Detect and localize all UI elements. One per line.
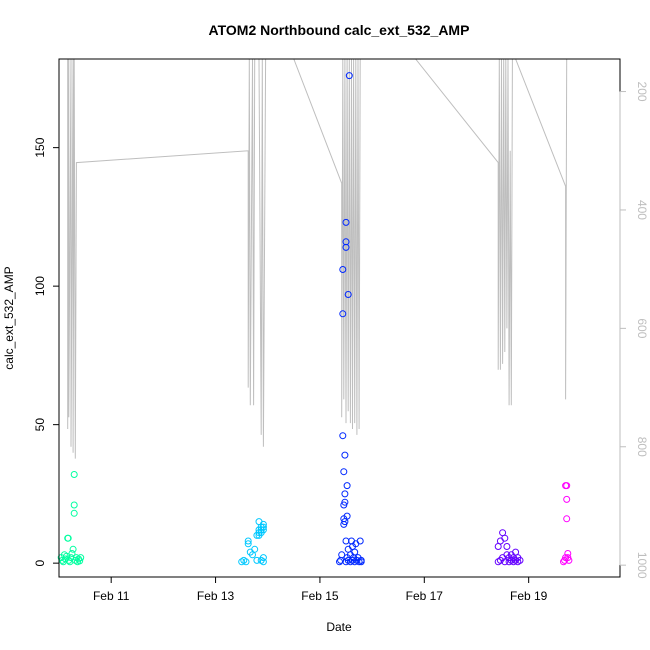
data-point [244, 540, 252, 548]
data-point [341, 490, 349, 498]
profile-line-layer [67, 59, 568, 459]
data-point [242, 558, 250, 566]
series-1 [57, 471, 85, 566]
x-tick-label: Feb 13 [197, 589, 235, 603]
x-axis-label: Date [326, 620, 352, 634]
data-point [564, 550, 572, 557]
secondary-y-tick-label: 800 [635, 437, 649, 457]
data-point [565, 556, 573, 564]
data-point [343, 482, 351, 490]
data-point [259, 558, 267, 566]
data-point [339, 266, 347, 273]
x-tick-label: Feb 11 [93, 589, 130, 603]
y-tick-label: 0 [33, 559, 47, 566]
data-point [516, 556, 524, 564]
x-tick-label: Feb 19 [510, 589, 548, 603]
data-point [351, 548, 359, 556]
data-point [64, 534, 72, 542]
secondary-y-tick-label: 400 [635, 200, 649, 220]
chart-title: ATOM2 Northbound calc_ext_532_AMP [209, 22, 470, 38]
data-point [69, 545, 77, 553]
y-tick-label: 150 [33, 137, 47, 157]
secondary-y-tick-label: 200 [635, 82, 649, 102]
y-tick-label: 100 [33, 276, 47, 296]
data-point [338, 551, 346, 559]
x-axis: Feb 11 Feb 13 Feb 15 Feb 17 Feb 19 [93, 576, 548, 603]
data-point [341, 498, 349, 506]
y-tick-label: 50 [33, 418, 47, 432]
y-axis: 0 50 100 150 [33, 137, 60, 566]
data-point [340, 468, 348, 476]
data-point [70, 509, 78, 517]
series-4 [494, 529, 524, 566]
data-point [343, 512, 351, 520]
x-tick-label: Feb 15 [301, 589, 339, 603]
x-tick-label: Feb 17 [406, 589, 444, 603]
plot-frame [58, 58, 621, 578]
data-point [251, 545, 259, 553]
data-point [342, 243, 350, 251]
data-point [76, 557, 84, 565]
data-point [345, 72, 353, 80]
data-point [63, 552, 71, 560]
data-point [563, 482, 571, 490]
data-point [357, 558, 365, 566]
data-point [253, 556, 261, 564]
data-point [344, 291, 352, 298]
data-point [339, 432, 347, 440]
y-axis-label: calc_ext_532_AMP [2, 266, 16, 369]
data-point [503, 543, 511, 550]
data-point [563, 495, 571, 503]
data-point [70, 501, 78, 509]
data-point [339, 310, 347, 318]
series-5 [560, 482, 573, 566]
secondary-y-tick-label: 1000 [635, 552, 649, 579]
series-2 [238, 518, 267, 566]
series-3 [336, 72, 365, 566]
data-point [563, 515, 571, 523]
data-point [496, 537, 504, 545]
data-point [342, 218, 350, 226]
secondary-y-axis: 200 400 600 800 1000 [619, 82, 649, 579]
profile-line [67, 59, 568, 459]
data-point [259, 526, 267, 534]
data-point [501, 558, 509, 566]
data-point [68, 550, 76, 557]
data-point [259, 523, 267, 531]
data-point [341, 451, 349, 459]
data-point [244, 537, 252, 545]
data-point [356, 537, 364, 545]
data-point [501, 534, 509, 542]
data-point [259, 554, 267, 562]
data-point [77, 554, 85, 562]
secondary-y-tick-label: 600 [635, 318, 649, 338]
data-point [70, 471, 78, 478]
data-points-layer [57, 72, 573, 566]
